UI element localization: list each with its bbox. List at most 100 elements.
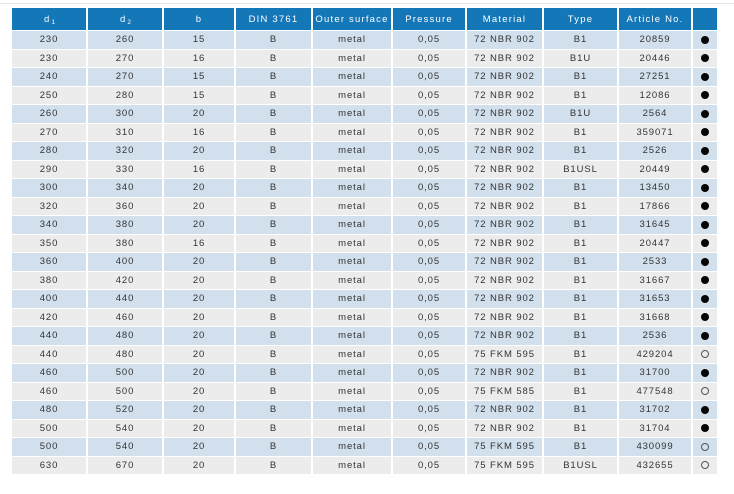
cell-din: B bbox=[236, 401, 311, 419]
availability-dot-icon bbox=[701, 276, 709, 285]
cell-d2: 320 bbox=[88, 142, 162, 160]
cell-outer-surface: metal bbox=[313, 197, 391, 215]
cell-material: 72 NBR 902 bbox=[467, 364, 542, 382]
cell-din: B bbox=[236, 456, 311, 474]
cell-article-no: 2533 bbox=[619, 253, 691, 271]
availability-dot-icon bbox=[701, 54, 709, 63]
cell-b: 20 bbox=[164, 142, 234, 160]
cell-material: 72 NBR 902 bbox=[467, 234, 542, 252]
cell-type: B1USL bbox=[544, 160, 617, 178]
availability-dot-icon bbox=[701, 313, 709, 322]
cell-outer-surface: metal bbox=[313, 345, 391, 363]
column-header-label: Outer surface bbox=[315, 13, 389, 25]
cell-article-no: 17866 bbox=[619, 197, 691, 215]
cell-din: B bbox=[236, 160, 311, 178]
cell-d2: 540 bbox=[88, 438, 162, 456]
cell-d1: 270 bbox=[12, 123, 86, 141]
cell-b: 20 bbox=[164, 179, 234, 197]
cell-type: B1 bbox=[544, 68, 617, 86]
cell-d1: 480 bbox=[12, 401, 86, 419]
availability-dot-icon bbox=[701, 461, 709, 470]
cell-article-no: 430099 bbox=[619, 438, 691, 456]
cell-availability bbox=[693, 49, 717, 67]
column-header-label: Pressure bbox=[405, 13, 453, 25]
cell-material: 72 NBR 902 bbox=[467, 142, 542, 160]
cell-article-no: 432655 bbox=[619, 456, 691, 474]
cell-material: 72 NBR 902 bbox=[467, 86, 542, 104]
cell-outer-surface: metal bbox=[313, 290, 391, 308]
cell-d1: 240 bbox=[12, 68, 86, 86]
cell-outer-surface: metal bbox=[313, 382, 391, 400]
cell-availability bbox=[693, 31, 717, 49]
column-header-pressure: Pressure bbox=[393, 8, 465, 30]
cell-b: 20 bbox=[164, 438, 234, 456]
cell-pressure: 0,05 bbox=[393, 271, 465, 289]
cell-material: 72 NBR 902 bbox=[467, 271, 542, 289]
cell-article-no: 359071 bbox=[619, 123, 691, 141]
cell-d2: 670 bbox=[88, 456, 162, 474]
cell-material: 72 NBR 902 bbox=[467, 216, 542, 234]
cell-d2: 400 bbox=[88, 253, 162, 271]
cell-outer-surface: metal bbox=[313, 456, 391, 474]
cell-outer-surface: metal bbox=[313, 234, 391, 252]
cell-d1: 260 bbox=[12, 105, 86, 123]
cell-availability bbox=[693, 419, 717, 437]
cell-pressure: 0,05 bbox=[393, 382, 465, 400]
cell-availability bbox=[693, 179, 717, 197]
cell-d2: 440 bbox=[88, 290, 162, 308]
cell-type: B1 bbox=[544, 401, 617, 419]
cell-pressure: 0,05 bbox=[393, 308, 465, 326]
availability-dot-icon bbox=[701, 294, 709, 303]
column-header-label: d bbox=[119, 13, 127, 25]
cell-din: B bbox=[236, 142, 311, 160]
top-divider bbox=[0, 3, 734, 4]
cell-type: B1 bbox=[544, 438, 617, 456]
cell-availability bbox=[693, 68, 717, 86]
cell-outer-surface: metal bbox=[313, 49, 391, 67]
cell-outer-surface: metal bbox=[313, 123, 391, 141]
availability-dot-icon bbox=[701, 91, 709, 100]
cell-d1: 380 bbox=[12, 271, 86, 289]
cell-article-no: 20446 bbox=[619, 49, 691, 67]
cell-availability bbox=[693, 86, 717, 104]
cell-material: 75 FKM 585 bbox=[467, 382, 542, 400]
cell-d2: 330 bbox=[88, 160, 162, 178]
cell-availability bbox=[693, 456, 717, 474]
cell-type: B1 bbox=[544, 234, 617, 252]
cell-type: B1 bbox=[544, 308, 617, 326]
cell-outer-surface: metal bbox=[313, 142, 391, 160]
cell-type: B1 bbox=[544, 197, 617, 215]
cell-din: B bbox=[236, 345, 311, 363]
cell-type: B1 bbox=[544, 179, 617, 197]
cell-material: 72 NBR 902 bbox=[467, 123, 542, 141]
cell-b: 20 bbox=[164, 216, 234, 234]
cell-article-no: 31653 bbox=[619, 290, 691, 308]
cell-d2: 380 bbox=[88, 234, 162, 252]
cell-din: B bbox=[236, 364, 311, 382]
column-header-b: b bbox=[164, 8, 234, 30]
cell-material: 75 FKM 595 bbox=[467, 345, 542, 363]
cell-din: B bbox=[236, 31, 311, 49]
cell-din: B bbox=[236, 86, 311, 104]
column-header-label: Type bbox=[567, 13, 594, 25]
availability-dot-icon bbox=[701, 368, 709, 377]
cell-material: 72 NBR 902 bbox=[467, 31, 542, 49]
subscript: 1 bbox=[51, 18, 56, 26]
cell-b: 20 bbox=[164, 197, 234, 215]
cell-article-no: 20859 bbox=[619, 31, 691, 49]
cell-material: 75 FKM 595 bbox=[467, 438, 542, 456]
column-header-availability bbox=[693, 8, 717, 30]
cell-article-no: 2536 bbox=[619, 327, 691, 345]
cell-d1: 350 bbox=[12, 234, 86, 252]
cell-b: 20 bbox=[164, 308, 234, 326]
cell-availability bbox=[693, 290, 717, 308]
cell-d1: 440 bbox=[12, 345, 86, 363]
cell-din: B bbox=[236, 216, 311, 234]
cell-article-no: 31704 bbox=[619, 419, 691, 437]
cell-d2: 300 bbox=[88, 105, 162, 123]
cell-material: 72 NBR 902 bbox=[467, 197, 542, 215]
availability-dot-icon bbox=[701, 239, 709, 248]
cell-b: 20 bbox=[164, 364, 234, 382]
